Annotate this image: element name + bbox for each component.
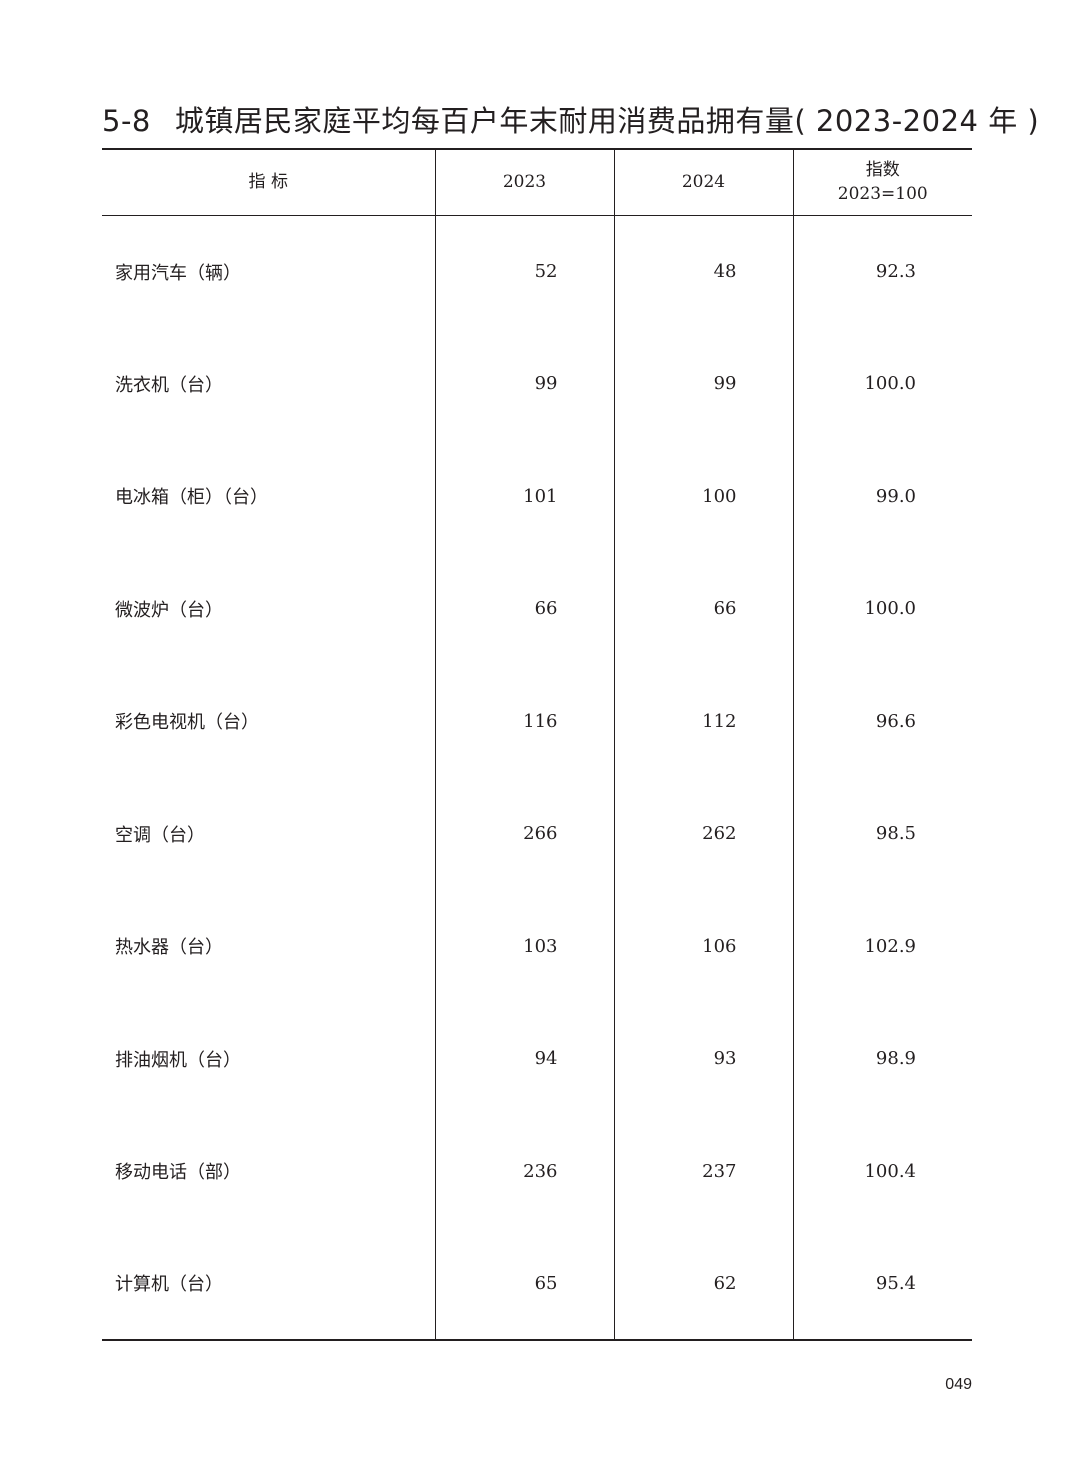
table-row: 排油烟机（台） 94 93 98.9	[102, 1002, 972, 1115]
row-label: 洗衣机（台）	[115, 374, 223, 396]
value-2024: 100	[613, 440, 793, 553]
value-2024: 262	[613, 777, 793, 890]
value-2023: 66	[434, 552, 614, 665]
row-label: 空调（台）	[115, 824, 205, 846]
value-index: 100.0	[792, 552, 972, 665]
value-index: 102.9	[792, 890, 972, 1003]
table-row: 家用汽车（辆） 52 48 92.3	[102, 215, 972, 328]
row-label: 排油烟机（台）	[115, 1049, 241, 1071]
row-label: 微波炉（台）	[115, 599, 223, 621]
table-row: 彩色电视机（台） 116 112 96.6	[102, 665, 972, 778]
value-2024: 93	[613, 1002, 793, 1115]
value-2024: 48	[613, 215, 793, 328]
value-index: 92.3	[792, 215, 972, 328]
table-row: 热水器（台） 103 106 102.9	[102, 890, 972, 1003]
header-indicator: 指 标	[248, 172, 288, 193]
header-index: 指数 2023=100	[792, 149, 972, 215]
row-label: 家用汽车（辆）	[115, 262, 241, 284]
value-2023: 99	[434, 327, 614, 440]
header-2024: 2024	[613, 149, 793, 215]
row-label: 移动电话（部）	[115, 1162, 241, 1184]
value-index: 99.0	[792, 440, 972, 553]
table-row: 计算机（台） 65 62 95.4	[102, 1227, 972, 1340]
value-2023: 103	[434, 890, 614, 1003]
value-index: 100.4	[792, 1115, 972, 1228]
value-2023: 52	[434, 215, 614, 328]
value-index: 98.9	[792, 1002, 972, 1115]
row-label: 电冰箱（柜）（台）	[115, 487, 268, 509]
row-label: 热水器（台）	[115, 937, 223, 959]
table-number: 5-8	[102, 104, 151, 138]
table-row: 电冰箱（柜）（台） 101 100 99.0	[102, 440, 972, 553]
value-index: 98.5	[792, 777, 972, 890]
value-2023: 94	[434, 1002, 614, 1115]
table-row: 洗衣机（台） 99 99 100.0	[102, 327, 972, 440]
value-index: 100.0	[792, 327, 972, 440]
page-title: 5-8 城镇居民家庭平均每百户年末耐用消费品拥有量( 2023-2024 年 )	[102, 98, 1039, 140]
value-2023: 116	[434, 665, 614, 778]
value-2024: 99	[613, 327, 793, 440]
header-index-base: 2023=100	[837, 184, 928, 205]
row-label: 计算机（台）	[115, 1274, 223, 1296]
value-2023: 266	[434, 777, 614, 890]
value-2023: 65	[434, 1227, 614, 1340]
value-2024: 106	[613, 890, 793, 1003]
value-index: 95.4	[792, 1227, 972, 1340]
table-row: 微波炉（台） 66 66 100.0	[102, 552, 972, 665]
header-index-label: 指数	[865, 160, 900, 181]
value-index: 96.6	[792, 665, 972, 778]
table-row: 移动电话（部） 236 237 100.4	[102, 1115, 972, 1228]
value-2024: 66	[613, 552, 793, 665]
table-title: 城镇居民家庭平均每百户年末耐用消费品拥有量( 2023-2024 年 )	[174, 104, 1040, 138]
table-row: 空调（台） 266 262 98.5	[102, 777, 972, 890]
value-2024: 237	[613, 1115, 793, 1228]
data-table: 指 标 2023 2024 指数 2023=100 家用汽车（辆） 52 48 92.3…	[102, 148, 972, 1341]
header-2023: 2023	[434, 149, 614, 215]
header-row: 指 标 2023 2024 指数 2023=100	[102, 149, 972, 215]
page-number: 049	[945, 1376, 972, 1393]
row-label: 彩色电视机（台）	[115, 712, 259, 734]
value-2024: 112	[613, 665, 793, 778]
value-2024: 62	[613, 1227, 793, 1340]
value-2023: 101	[434, 440, 614, 553]
value-2023: 236	[434, 1115, 614, 1228]
